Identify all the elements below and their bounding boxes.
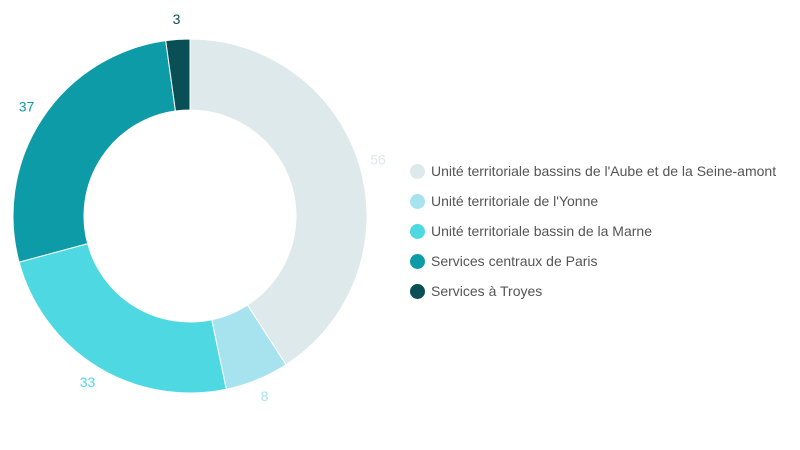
data-label-4: 3 — [173, 11, 181, 27]
data-labels: 56 8 33 37 3 — [19, 11, 386, 404]
legend-label: Services centraux de Paris — [431, 253, 598, 269]
legend: Unité territoriale bassins de l'Aube et … — [410, 156, 776, 306]
legend-marker-icon — [410, 193, 425, 209]
legend-item-0[interactable]: Unité territoriale bassins de l'Aube et … — [410, 156, 776, 186]
legend-label: Unité territoriale bassins de l'Aube et … — [431, 163, 777, 179]
data-label-3: 37 — [19, 99, 35, 115]
donut-slice-4[interactable] — [165, 38, 191, 112]
legend-marker-icon — [410, 223, 425, 239]
donut-slices — [12, 38, 368, 394]
legend-label: Unité territoriale bassin de la Marne — [431, 223, 652, 239]
donut-slice-0[interactable] — [189, 38, 368, 366]
data-label-0: 56 — [370, 151, 386, 167]
data-label-1: 8 — [261, 388, 269, 404]
legend-marker-icon — [410, 283, 425, 299]
donut-slice-2[interactable] — [18, 243, 227, 394]
legend-item-2[interactable]: Unité territoriale bassin de la Marne — [410, 216, 776, 246]
legend-item-1[interactable]: Unité territoriale de l'Yonne — [410, 186, 776, 216]
legend-label: Services à Troyes — [431, 283, 543, 299]
legend-item-3[interactable]: Services centraux de Paris — [410, 246, 776, 276]
legend-item-4[interactable]: Services à Troyes — [410, 276, 776, 306]
data-label-2: 33 — [80, 374, 96, 390]
donut-slice-3[interactable] — [12, 40, 177, 263]
legend-marker-icon — [410, 163, 425, 179]
legend-label: Unité territoriale de l'Yonne — [431, 193, 599, 209]
legend-marker-icon — [410, 253, 425, 269]
